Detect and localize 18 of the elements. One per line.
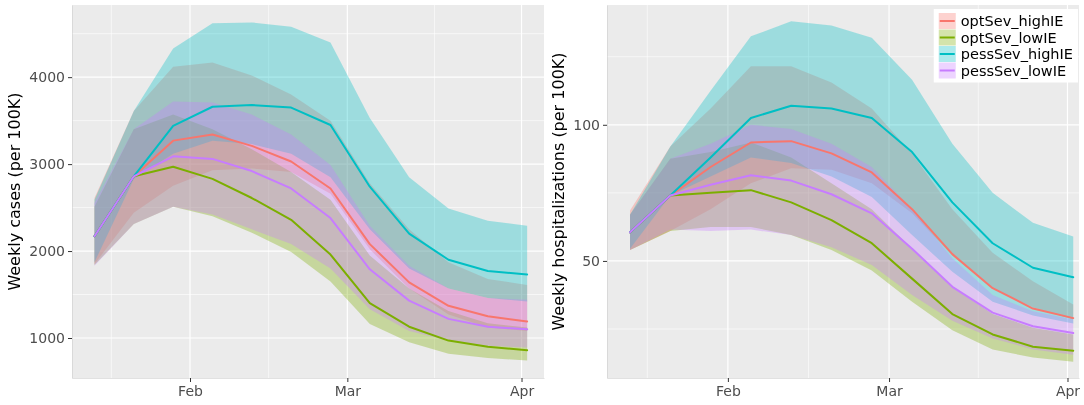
x-tick-label: Mar — [876, 382, 903, 399]
y-tick-label: 1000 — [29, 329, 65, 346]
legend-label: optSev_highIE — [960, 13, 1064, 29]
x-tick-label: Feb — [178, 382, 203, 399]
y-tick-label: 3000 — [29, 156, 65, 173]
y-tick-label: 100 — [573, 116, 600, 133]
y-tick-label: 4000 — [29, 69, 65, 86]
x-tick-label: Apr — [509, 382, 535, 399]
x-tick-label: Feb — [715, 382, 741, 399]
y-axis-title: Weekly cases (per 100K) — [5, 92, 25, 291]
x-tick-label: Mar — [334, 382, 362, 399]
legend-label: pessSev_highIE — [960, 46, 1073, 62]
x-tick-label: Apr — [1055, 382, 1081, 399]
y-axis-title: Weekly hospitalizations (per 100K) — [549, 52, 569, 331]
legend-label: pessSev_lowIE — [960, 62, 1067, 79]
y-tick-label: 2000 — [29, 243, 65, 260]
y-tick-label: 50 — [582, 252, 600, 269]
legend-label: optSev_lowIE — [960, 29, 1057, 46]
